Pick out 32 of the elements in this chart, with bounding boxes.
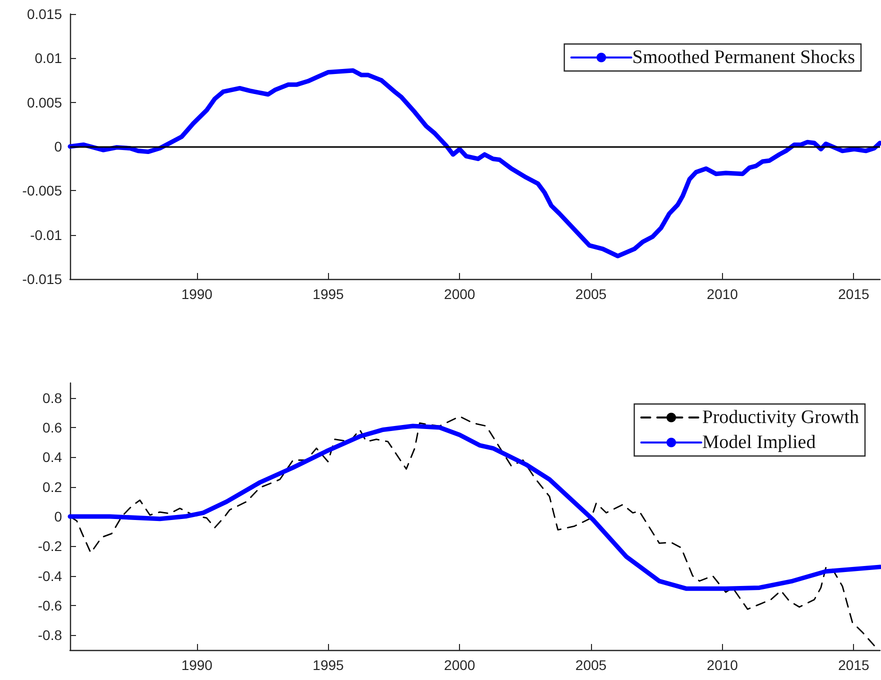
legend-label: Smoothed Permanent Shocks [632, 47, 855, 68]
y-tick-label: 0.8 [42, 390, 62, 406]
y-tick-label: 0 [54, 508, 62, 524]
y-tick-label: -0.6 [38, 598, 62, 614]
legend-label: Productivity Growth [702, 407, 860, 428]
y-tick-label: 0.4 [42, 449, 62, 466]
x-tick-label: 2005 [575, 286, 607, 302]
x-tick-label: 1990 [181, 657, 213, 673]
x-tick-label: 1990 [181, 286, 213, 302]
y-tick-label: -0.015 [22, 271, 62, 287]
y-tick-label: 0.005 [26, 94, 62, 110]
x-tick-label: 1995 [312, 286, 344, 302]
x-tick-label: 2015 [838, 286, 870, 302]
x-tick-label: 1995 [312, 657, 344, 673]
y-tick-label: -0.2 [38, 538, 62, 554]
y-tick-label: 0.015 [26, 6, 62, 22]
y-tick-label: -0.01 [30, 226, 62, 243]
x-tick-label: 2000 [444, 286, 476, 302]
x-tick-label: 2005 [575, 657, 607, 673]
y-tick-label: 0 [54, 138, 62, 154]
x-tick-label: 2015 [838, 657, 870, 673]
y-tick-label: -0.8 [38, 627, 62, 644]
y-tick-label: 0.2 [42, 478, 62, 495]
y-tick-label: -0.005 [22, 182, 62, 199]
y-tick-label: -0.4 [38, 568, 62, 584]
y-tick-label: 0.01 [34, 50, 62, 66]
x-tick-label: 2010 [706, 657, 738, 673]
x-tick-label: 2010 [706, 286, 738, 302]
legend-label: Model Implied [702, 432, 816, 453]
y-tick-label: 0.6 [42, 420, 62, 436]
line-series [68, 68, 881, 258]
x-tick-label: 2000 [444, 657, 476, 673]
